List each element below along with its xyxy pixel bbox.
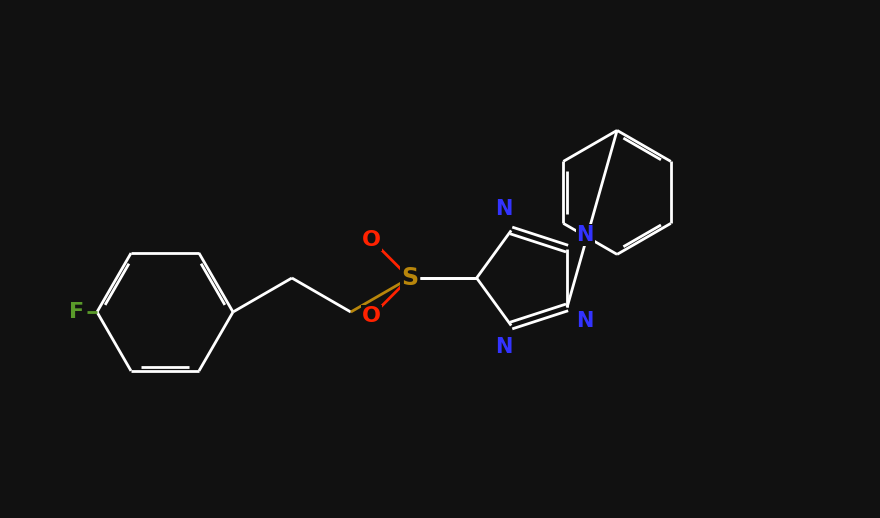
Text: N: N (576, 311, 594, 330)
Text: S: S (401, 266, 418, 290)
Text: F: F (70, 302, 84, 322)
Text: N: N (495, 199, 513, 219)
Text: O: O (363, 230, 381, 250)
Text: N: N (495, 337, 513, 357)
Text: N: N (576, 225, 594, 246)
Text: O: O (363, 306, 381, 326)
